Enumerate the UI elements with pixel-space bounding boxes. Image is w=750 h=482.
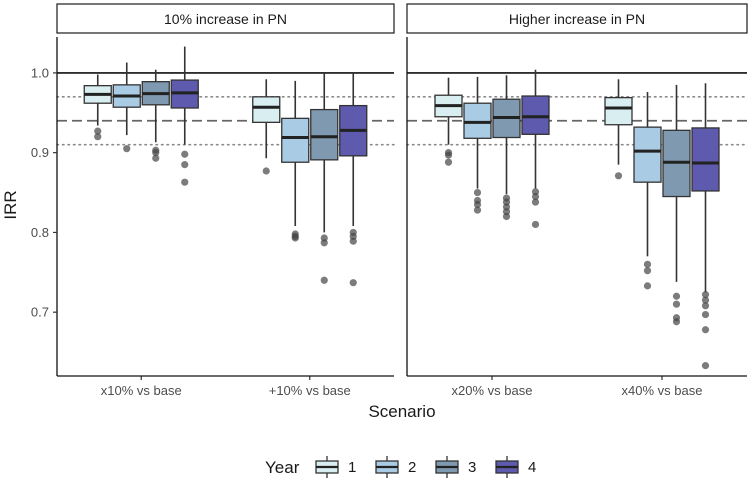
box--10-vs-base-year-2	[281, 80, 310, 242]
x-tick-label: +10% vs base	[269, 383, 351, 398]
outlier-point	[181, 178, 189, 186]
box--10-vs-base-year-4	[339, 72, 368, 287]
panel-right: x20% vs base x40% vs base	[406, 37, 748, 398]
outlier-point	[349, 237, 357, 245]
legend-label: 3	[468, 459, 476, 476]
legend-label: 1	[348, 459, 356, 476]
outlier-point	[672, 292, 681, 300]
box-x10-vs-base-year-1	[83, 74, 112, 141]
box--10-vs-base-year-1	[252, 79, 281, 175]
box-x20-vs-base-year-2	[463, 76, 492, 214]
outlier-point	[672, 318, 681, 326]
box-body	[463, 102, 492, 139]
outlier-point	[614, 172, 623, 180]
box-x40-vs-base-year-4	[691, 83, 720, 370]
box-x10-vs-base-year-3	[141, 69, 170, 162]
outlier-point	[473, 206, 482, 214]
outlier-point	[291, 234, 299, 242]
strip-left-box	[56, 3, 395, 34]
outlier-point	[643, 260, 652, 268]
outlier-point	[701, 302, 710, 310]
outlier-point	[444, 158, 453, 166]
legend: Year 1 2 3 4	[265, 456, 536, 478]
box-x40-vs-base-year-3	[662, 84, 691, 326]
x-tick-label: x20% vs base	[452, 383, 533, 398]
legend-title: Year	[265, 458, 300, 477]
box-x20-vs-base-year-3	[492, 75, 521, 221]
outlier-point	[444, 151, 453, 159]
box-x20-vs-base-year-1	[434, 77, 463, 166]
outlier-point	[531, 198, 540, 206]
outlier-point	[94, 127, 102, 135]
box-body	[691, 127, 720, 192]
box-x40-vs-base-year-2	[633, 92, 662, 290]
box--10-vs-base-year-3	[310, 72, 339, 284]
box-x10-vs-base-year-2	[112, 62, 141, 153]
outlier-point	[262, 167, 270, 175]
outlier-point	[643, 267, 652, 275]
outlier-point	[531, 220, 540, 229]
outlier-point	[701, 310, 710, 319]
outlier-point	[531, 192, 540, 201]
outlier-point	[94, 133, 102, 141]
box-body	[252, 96, 281, 123]
legend-item-year-4: 4	[495, 456, 536, 478]
outlier-point	[643, 282, 652, 290]
outlier-point	[502, 212, 511, 221]
box-body	[521, 95, 550, 135]
outlier-point	[320, 239, 328, 247]
y-axis: 0.7 0.8 0.9 1.0	[31, 65, 57, 320]
x-tick-label: x40% vs base	[622, 383, 703, 398]
outlier-point	[701, 362, 710, 370]
strip-right-box	[406, 3, 748, 34]
legend-label: 4	[528, 459, 536, 476]
box-body	[310, 108, 339, 161]
outlier-point	[123, 145, 131, 153]
strip-right-title: Higher increase in PN	[509, 11, 645, 27]
outlier-point	[152, 149, 160, 157]
legend-item-year-2: 2	[375, 456, 416, 478]
outlier-point	[701, 296, 710, 304]
box-body	[281, 117, 310, 163]
outlier-point	[701, 326, 710, 334]
y-tick-label: 0.8	[31, 225, 49, 240]
box-body	[633, 126, 662, 183]
outlier-point	[701, 291, 710, 299]
outlier-point	[181, 150, 189, 158]
strip-left-title: 10% increase in PN	[164, 11, 287, 27]
legend-item-year-1: 1	[315, 456, 356, 478]
strip-right: Higher increase in PN	[406, 3, 748, 34]
strip-left: 10% increase in PN	[56, 3, 395, 34]
outlier-point	[152, 154, 160, 162]
outlier-point	[349, 279, 357, 287]
box-x40-vs-base-year-1	[604, 79, 633, 180]
box-body	[604, 96, 633, 126]
y-axis-title: IRR	[1, 190, 20, 219]
box-x20-vs-base-year-4	[521, 69, 550, 229]
x-axis-title: Scenario	[368, 402, 435, 421]
legend-item-year-3: 3	[435, 456, 476, 478]
outlier-point	[181, 161, 189, 169]
legend-label: 2	[408, 459, 416, 476]
x-tick-label: x10% vs base	[101, 383, 182, 398]
outlier-point	[473, 200, 482, 209]
y-tick-label: 0.9	[31, 145, 49, 160]
box-x10-vs-base-year-4	[170, 46, 199, 186]
y-tick-label: 1.0	[31, 65, 49, 80]
panel-left: x10% vs base +10% vs base	[56, 37, 395, 398]
outlier-point	[320, 276, 328, 284]
outlier-point	[473, 188, 482, 197]
y-tick-label: 0.7	[31, 305, 49, 320]
outlier-point	[672, 300, 681, 308]
